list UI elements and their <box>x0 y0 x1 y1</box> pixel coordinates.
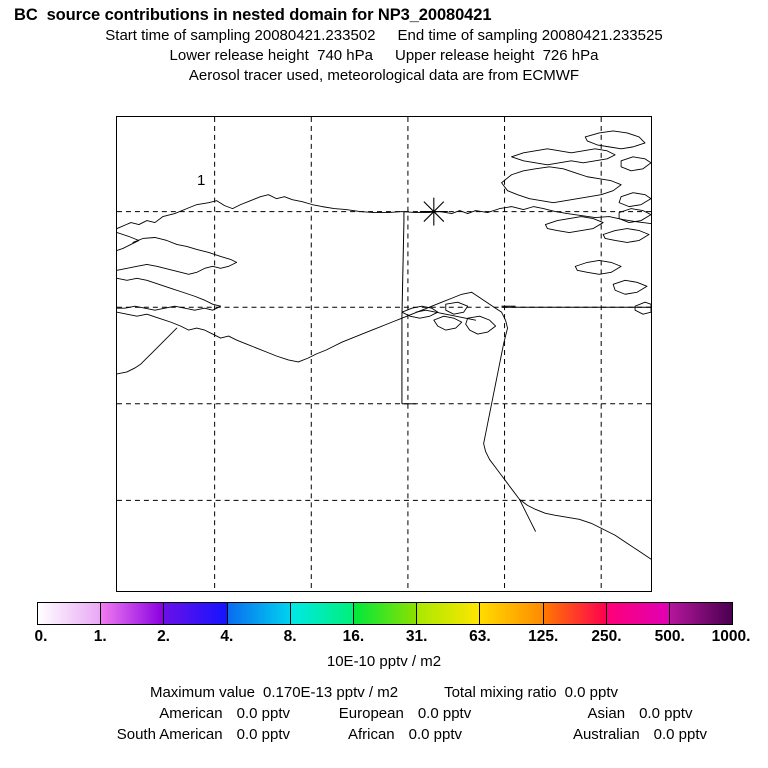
colorbar-tick-1: 1. <box>93 628 107 645</box>
region-value: 0.0 pptv <box>417 705 472 722</box>
region-value: 0.0 pptv <box>236 705 290 722</box>
region-label: Asian <box>587 705 626 722</box>
region-south-american: South American 0.0 pptv <box>0 724 290 745</box>
lower-release-height-text: Lower release height 740 hPa <box>169 47 373 64</box>
region-value: 0.0 pptv <box>653 726 708 743</box>
statistics-footer: Maximum value 0.170E-13 pptv / m2 Total … <box>0 682 768 745</box>
region-label: African <box>347 726 395 743</box>
colorbar-segments[interactable] <box>37 602 733 625</box>
release-height-line: Lower release height 740 hPa Upper releas… <box>0 46 768 66</box>
page-title: BC source contributions in nested domain… <box>14 6 492 24</box>
region-label: American <box>159 705 223 722</box>
colorbar-tick-7: 63. <box>469 628 491 645</box>
region-label: South American <box>116 726 223 743</box>
map-gridlines <box>117 117 651 591</box>
total-mixing-ratio-value: 0.0 pptv <box>564 684 619 701</box>
colorbar-segment-1 <box>101 603 165 624</box>
colorbar-segment-9 <box>606 603 670 624</box>
colorbar-segment-3 <box>227 603 291 624</box>
start-time-text: Start time of sampling 20080421.233502 <box>105 27 376 44</box>
colorbar-tick-6: 31. <box>405 628 428 645</box>
footer-row-regions-1: American 0.0 pptv European 0.0 pptv Asia… <box>0 703 768 724</box>
border-lines <box>401 211 651 405</box>
region-american: American 0.0 pptv <box>0 703 290 724</box>
maximum-value: 0.170E-13 pptv / m2 <box>263 684 399 701</box>
map-canvas <box>117 117 651 591</box>
header-block: BC source contributions in nested domain… <box>0 0 768 86</box>
region-european: European 0.0 pptv <box>290 703 520 724</box>
colorbar-tick-3: 4. <box>220 628 234 645</box>
total-mixing-ratio-label: Total mixing ratio <box>444 684 557 701</box>
region-value: 0.0 pptv <box>639 705 693 722</box>
upper-release-height-text: Upper release height 726 hPa <box>395 47 599 64</box>
colorbar-tick-0: 0. <box>34 628 48 645</box>
release-star-marker <box>419 197 448 226</box>
map-plot-area[interactable]: 1 <box>116 116 652 592</box>
region-label: Australian <box>572 726 640 743</box>
colorbar-segment-0 <box>38 603 102 624</box>
footer-row-summary: Maximum value 0.170E-13 pptv / m2 Total … <box>0 682 768 703</box>
release-number-label: 1 <box>197 172 206 189</box>
colorbar-tick-2: 2. <box>157 628 170 645</box>
region-african: African 0.0 pptv <box>290 724 520 745</box>
colorbar-segment-5 <box>353 603 418 624</box>
region-value: 0.0 pptv <box>408 726 463 743</box>
colorbar-segment-10 <box>669 603 733 624</box>
colorbar-segment-2 <box>164 603 228 624</box>
coastline-paths <box>117 130 651 560</box>
tracer-info-line: Aerosol tracer used, meteorological data… <box>188 67 580 84</box>
colorbar[interactable] <box>37 602 733 625</box>
sampling-time-line: Start time of sampling 20080421.233502 En… <box>0 26 768 46</box>
colorbar-tick-9: 250. <box>591 628 622 645</box>
colorbar-unit-label: 10E-10 pptv / m2 <box>326 653 442 670</box>
colorbar-tick-10: 500. <box>654 628 685 645</box>
colorbar-tick-8: 125. <box>528 628 559 645</box>
region-australian: Australian 0.0 pptv <box>520 724 760 745</box>
colorbar-tick-labels: 0. 1. 2. 4. 8. 16. 31. 63. 125. 250. 500. 1000. <box>0 628 768 650</box>
region-value: 0.0 pptv <box>236 726 290 743</box>
colorbar-segment-6 <box>417 603 481 624</box>
colorbar-segment-8 <box>543 603 607 624</box>
footer-row-regions-2: South American 0.0 pptv African 0.0 pptv… <box>0 724 768 745</box>
colorbar-tick-5: 16. <box>342 628 365 645</box>
region-asian: Asian 0.0 pptv <box>520 703 760 724</box>
maximum-value-label: Maximum value <box>149 684 255 701</box>
region-label: European <box>338 705 404 722</box>
end-time-text: End time of sampling 20080421.233525 <box>397 27 663 44</box>
colorbar-tick-4: 8. <box>283 628 297 645</box>
colorbar-segment-4 <box>290 603 354 624</box>
colorbar-segment-7 <box>480 603 544 624</box>
colorbar-tick-11: 1000. <box>711 628 751 645</box>
